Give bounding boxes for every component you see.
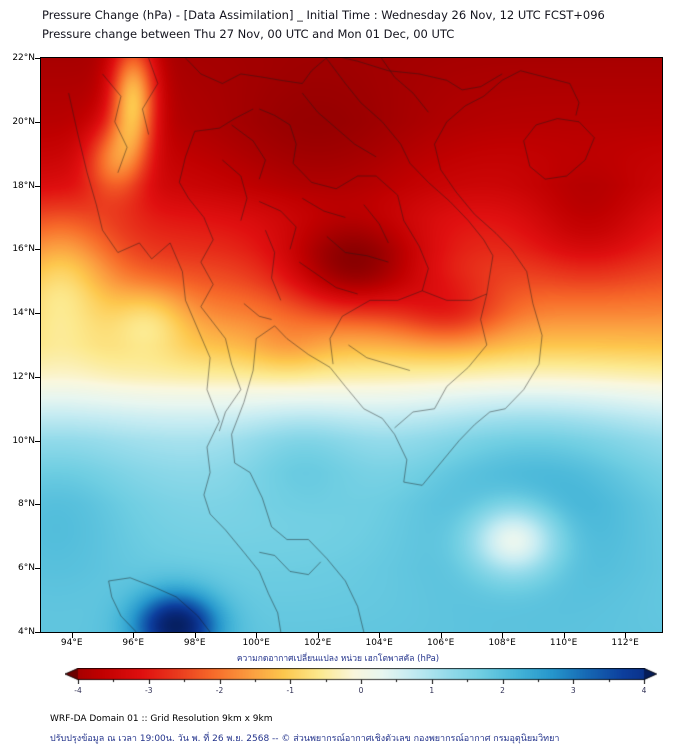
lat-tick-mark: [35, 58, 40, 59]
lon-tick-mark: [317, 633, 319, 638]
colorbar-tick-label: 2: [500, 686, 505, 695]
lat-tick-label: 8°N: [18, 499, 35, 510]
lon-tick-label: 96°E: [122, 638, 145, 648]
lat-tick-mark: [35, 376, 40, 378]
lat-tick-label: 6°N: [18, 563, 35, 574]
colorbar-tick-label: 3: [570, 686, 576, 695]
lat-tick-label: 22°N: [12, 53, 35, 63]
lon-tick-label: 104°E: [365, 638, 393, 648]
map-plot-frame: [40, 57, 663, 633]
lon-tick-mark: [502, 633, 504, 638]
lat-tick-mark: [35, 632, 40, 633]
lat-tick-mark: [35, 249, 40, 251]
lat-tick-label: 16°N: [12, 244, 35, 255]
lon-tick-label: 100°E: [242, 638, 270, 648]
lon-tick-mark: [563, 633, 565, 638]
footer-update-info: ปรับปรุงข้อมูล ณ เวลา 19:00น. วัน พ. ที่…: [50, 734, 560, 744]
lon-tick-mark: [133, 633, 135, 638]
page-subtitle: Pressure change between Thu 27 Nov, 00 U…: [42, 27, 455, 41]
lat-tick-mark: [35, 568, 40, 570]
lon-tick-mark: [194, 633, 196, 638]
page-title: Pressure Change (hPa) - [Data Assimilati…: [42, 8, 605, 22]
colorbar-tick-label: 1: [429, 686, 435, 695]
lon-tick-mark: [256, 633, 258, 638]
lon-tick-label: 94°E: [60, 638, 83, 648]
lon-tick-mark: [440, 633, 442, 638]
lat-tick-mark: [35, 440, 40, 442]
lat-tick-label: 12°N: [12, 371, 35, 382]
lon-tick-mark: [379, 633, 381, 638]
colorbar-tick-label: 4: [641, 686, 647, 695]
colorbar-label: ความกดอากาศเปลี่ยนแปลง หน่วย เฮกโตพาสคัล…: [236, 654, 440, 664]
lat-tick-label: 4°N: [18, 627, 35, 637]
lon-tick-label: 102°E: [303, 638, 332, 648]
lon-tick-label: 110°E: [549, 638, 578, 648]
lon-tick-mark: [625, 633, 627, 638]
footer-domain-info: WRF-DA Domain 01 :: Grid Resolution 9km …: [50, 714, 273, 724]
lon-tick-label: 108°E: [488, 638, 516, 648]
lon-tick-label: 112°E: [611, 638, 639, 648]
pressure-map-canvas: [41, 58, 662, 632]
colorbar-tick-label: -2: [215, 686, 224, 695]
lon-tick-label: 106°E: [426, 638, 455, 648]
colorbar-tick-label: 0: [358, 686, 364, 695]
lat-tick-mark: [35, 313, 40, 315]
colorbar-tick-label: -1: [286, 686, 294, 695]
colorbar-tick-label: -4: [74, 686, 82, 695]
lat-tick-mark: [35, 504, 40, 506]
lat-tick-label: 14°N: [12, 308, 35, 319]
lon-tick-mark: [71, 633, 73, 638]
lat-tick-mark: [35, 121, 40, 123]
lat-tick-label: 18°N: [12, 180, 35, 191]
colorbar-tick-label: -3: [145, 686, 153, 695]
lat-tick-label: 20°N: [12, 116, 35, 127]
lat-tick-label: 10°N: [12, 435, 35, 446]
lat-tick-mark: [35, 185, 40, 187]
colorbar-canvas: [65, 668, 657, 684]
lon-tick-label: 98°E: [183, 638, 206, 648]
